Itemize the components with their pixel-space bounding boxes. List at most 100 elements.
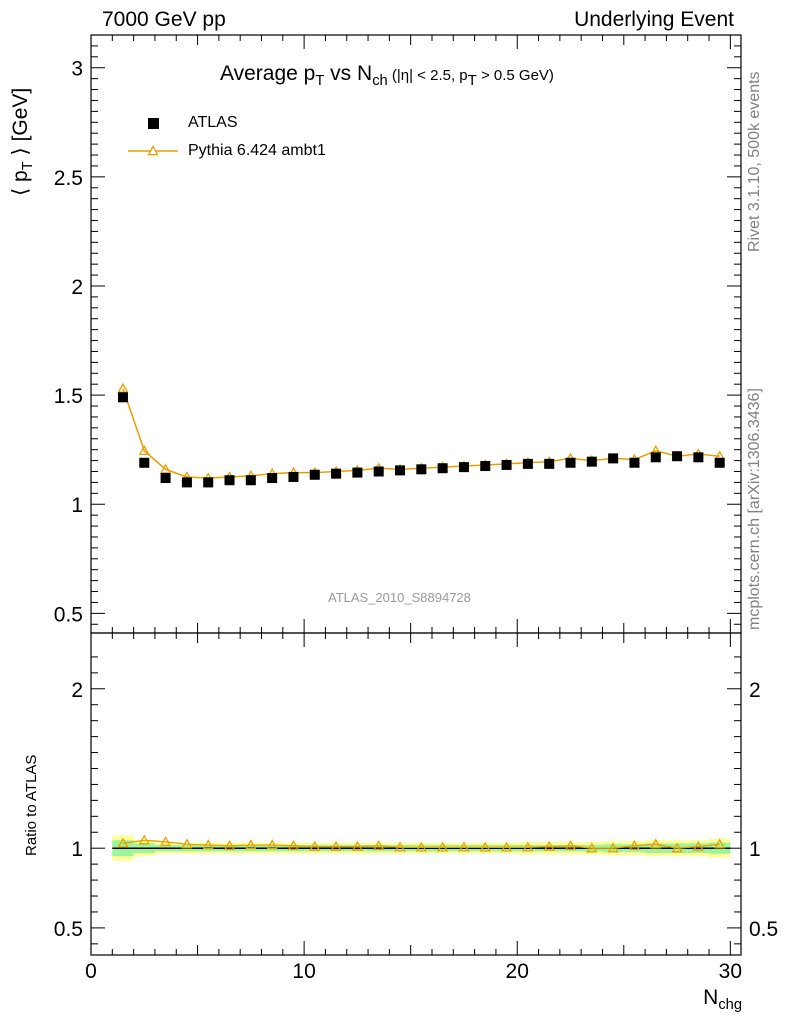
ratio-point: [628, 839, 641, 851]
legend-pythia-marker: [147, 145, 159, 156]
ratio-point: [202, 839, 214, 850]
ratio-point: [159, 835, 172, 847]
atlas-point: [224, 475, 235, 486]
title-cuts-sub: T: [467, 72, 477, 90]
ratio-point: [586, 842, 598, 853]
xlabel-main: N: [703, 986, 719, 1009]
process-label: Underlying Event: [574, 8, 734, 31]
atlas-point: [437, 463, 448, 474]
atlas-point: [352, 467, 363, 478]
ratio-series: [117, 834, 726, 853]
atlas-point: [501, 459, 512, 470]
atlas-point: [160, 473, 171, 484]
ratio-point: [266, 839, 278, 850]
atlas-point: [309, 469, 320, 480]
atlas-point: [395, 465, 406, 476]
y-tick-label: 1.5: [54, 385, 83, 408]
ratio-point: [117, 837, 129, 848]
title-vs: vs N: [324, 62, 373, 85]
main-plot-frame: [90, 34, 742, 634]
ratio-point: [415, 841, 427, 852]
ratio-point: [564, 839, 577, 851]
axis-tick-labels: 0 10 20 30 0.5 1 1.5 2 2.5 3 0.5 0.5 1 1 2 2: [54, 58, 778, 983]
ratio-line: [122, 839, 720, 849]
ratio-point: [479, 841, 491, 852]
atlas-point: [139, 457, 150, 468]
ratio-point: [373, 839, 385, 851]
x-tick-label: 10: [292, 960, 315, 983]
ratio-tick-label-right: 1: [749, 838, 761, 861]
legend-atlas-label: ATLAS: [188, 114, 238, 131]
atlas-point: [458, 462, 469, 473]
ratio-point: [522, 841, 534, 852]
ratio-point: [458, 841, 470, 852]
atlas-point: [203, 477, 214, 488]
y-tick-label: 2: [71, 276, 83, 299]
ratio-tick-label-left: 0.5: [54, 918, 83, 941]
axis-ticks: [90, 34, 741, 955]
atlas-point: [586, 456, 597, 467]
atlas-point: [117, 392, 128, 403]
ratio-point: [223, 839, 236, 851]
atlas-point: [267, 473, 278, 484]
x-tick-label: 20: [506, 960, 529, 983]
title-cuts-open: (|η| < 2.5, p: [387, 67, 468, 84]
ratio-point: [714, 838, 726, 849]
atlas-point: [245, 475, 256, 486]
atlas-point: [288, 471, 299, 482]
ratio-point: [394, 841, 406, 852]
ratio-point: [245, 839, 257, 850]
ratio-point: [330, 840, 342, 851]
atlas-point: [480, 461, 491, 472]
y-tick-label: 1: [71, 494, 83, 517]
atlas-point: [565, 457, 576, 468]
atlas-point: [608, 453, 619, 464]
pythia-point: [117, 382, 129, 393]
ratio-point: [437, 841, 449, 852]
analysis-watermark: ATLAS_2010_S8894728: [328, 590, 471, 605]
x-tick-label: 30: [719, 960, 742, 983]
atlas-point: [650, 452, 661, 463]
atlas-point: [416, 464, 427, 475]
legend-atlas-marker: [148, 118, 159, 129]
energy-label: 7000 GeV pp: [102, 8, 226, 31]
atlas-point: [331, 468, 342, 479]
atlas-point: [373, 466, 384, 477]
atlas-series: [117, 392, 725, 488]
title-main-sub: T: [315, 73, 325, 90]
ratio-point: [181, 838, 193, 849]
x-tick-label: 0: [85, 960, 97, 983]
atlas-point: [544, 458, 555, 469]
x-axis-label: Nchg: [703, 986, 742, 1013]
title-main: Average p: [220, 62, 316, 85]
atlas-point: [181, 477, 192, 488]
title-cuts-close: > 0.5 GeV): [476, 67, 554, 84]
pythia-point: [138, 444, 150, 456]
atlas-point: [672, 451, 683, 462]
xlabel-sub: chg: [718, 997, 742, 1014]
y-tick-label: 3: [71, 58, 83, 81]
ratio-point: [309, 840, 321, 851]
atlas-point: [714, 457, 725, 468]
plot-title: Average pT vs Nch (|η| < 2.5, pT > 0.5 G…: [220, 62, 554, 89]
ratio-tick-label-right: 0.5: [749, 918, 778, 941]
ratio-tick-label-right: 2: [749, 679, 761, 702]
ratio-point: [351, 840, 363, 851]
ratio-tick-label-left: 2: [71, 679, 83, 702]
ratio-point: [607, 842, 619, 853]
pythia-point: [159, 463, 172, 474]
y-tick-label: 2.5: [54, 167, 83, 190]
atlas-point: [522, 458, 533, 469]
legend-markers: [128, 118, 178, 156]
legend-pythia-label: Pythia 6.424 ambt1: [188, 142, 326, 159]
ratio-point: [692, 840, 704, 851]
atlas-point: [629, 457, 640, 468]
ratio-point: [500, 841, 513, 852]
ratio-point: [287, 839, 300, 851]
ratio-point: [138, 834, 150, 845]
ratio-tick-label-left: 1: [71, 838, 83, 861]
y-tick-label: 0.5: [54, 603, 83, 626]
ratio-plot-frame: [90, 632, 742, 956]
atlas-point: [693, 452, 704, 463]
